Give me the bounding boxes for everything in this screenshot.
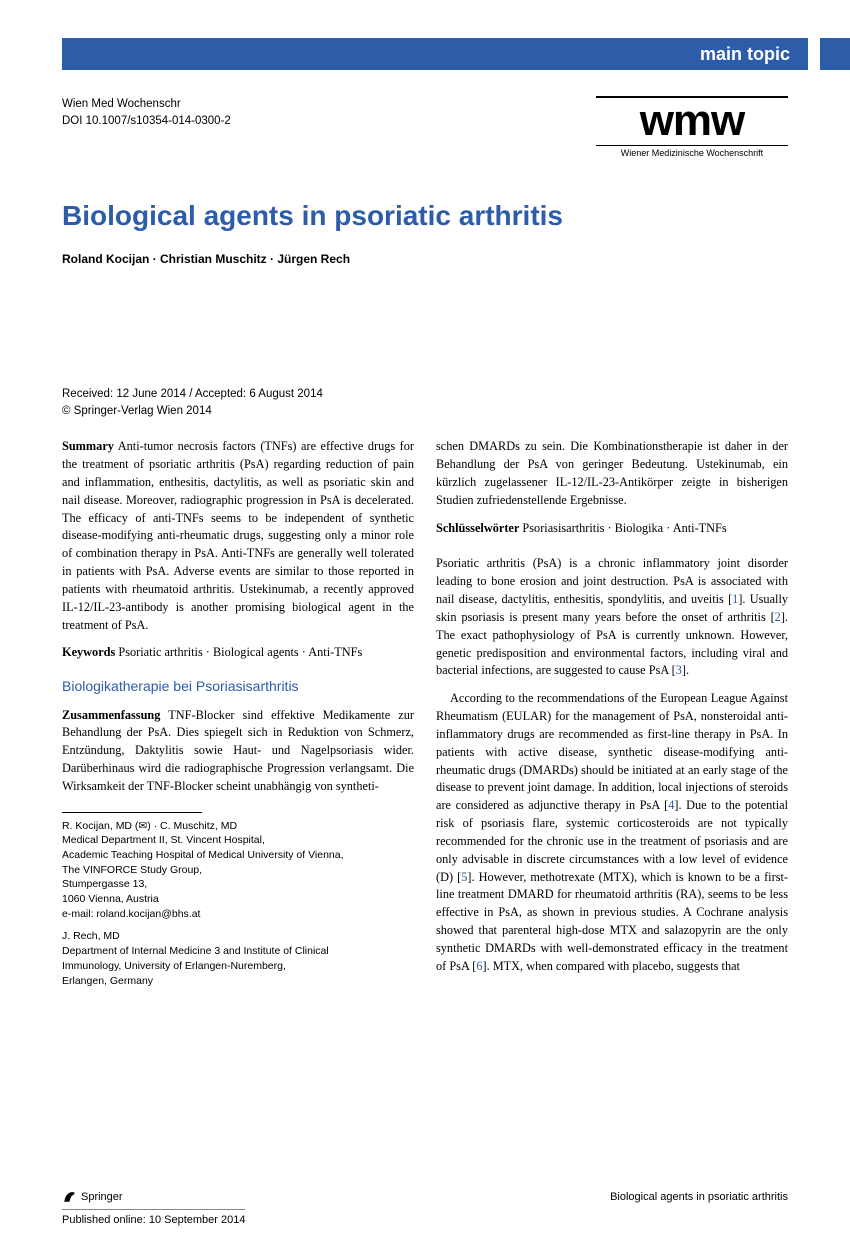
- affil-1-line-1: R. Kocijan, MD (✉) · C. Muschitz, MD: [62, 820, 237, 832]
- affil-1-line-6: 1060 Vienna, Austria: [62, 893, 159, 905]
- left-column: Summary Anti-tumor necrosis factors (TNF…: [62, 438, 414, 996]
- summary-body: Anti-tumor necrosis factors (TNFs) are e…: [62, 439, 414, 631]
- received-accepted: Received: 12 June 2014 / Accepted: 6 Aug…: [62, 386, 788, 403]
- header-banner: main topic: [0, 38, 850, 70]
- keywords-paragraph: Keywords Psoriatic arthritis · Biologica…: [62, 644, 414, 662]
- keywords-body: Psoriatic arthritis · Biological agents …: [115, 645, 362, 659]
- banner-label: main topic: [62, 38, 808, 70]
- affil-1-line-2: Medical Department II, St. Vincent Hospi…: [62, 834, 265, 846]
- summary-paragraph: Summary Anti-tumor necrosis factors (TNF…: [62, 438, 414, 634]
- publisher-name: Springer: [81, 1191, 123, 1203]
- affiliations: R. Kocijan, MD (✉) · C. Muschitz, MD Med…: [62, 819, 414, 989]
- affil-2-line-2: Department of Internal Medicine 3 and In…: [62, 945, 329, 957]
- schluesselwoerter-body: Psoriasisarthritis · Biologika · Anti-TN…: [519, 521, 726, 535]
- affil-1-line-3: Academic Teaching Hospital of Medical Un…: [62, 849, 344, 861]
- intro-paragraph-1: Psoriatic arthritis (PsA) is a chronic i…: [436, 555, 788, 680]
- doi: DOI 10.1007/s10354-014-0300-2: [62, 113, 231, 130]
- journal-name: Wien Med Wochenschr: [62, 96, 231, 113]
- article-title: Biological agents in psoriatic arthritis: [0, 158, 850, 232]
- affil-1-line-4: The VINFORCE Study Group,: [62, 864, 202, 876]
- journal-logo: wmw Wiener Medizinische Wochenschrift: [596, 96, 788, 158]
- affil-1-email: e-mail: roland.kocijan@bhs.at: [62, 908, 200, 920]
- banner-accent: [820, 38, 850, 70]
- logo-full: Wiener Medizinische Wochenschrift: [596, 148, 788, 158]
- right-column: schen DMARDs zu sein. Die Kombinationsth…: [436, 438, 788, 996]
- schluesselwoerter-paragraph: Schlüsselwörter Psoriasisarthritis · Bio…: [436, 520, 788, 538]
- published-online: Published online: 10 September 2014: [62, 1209, 245, 1226]
- summary-label: Summary: [62, 439, 114, 453]
- schluesselwoerter-label: Schlüsselwörter: [436, 521, 519, 535]
- zusammenfassung-label: Zusammenfassung: [62, 708, 160, 722]
- intro-paragraph-2: According to the recommendations of the …: [436, 690, 788, 975]
- logo-abbrev: wmw: [596, 100, 788, 142]
- affil-2-line-4: Erlangen, Germany: [62, 975, 153, 987]
- affil-2-line-3: Immunology, University of Erlangen-Nurem…: [62, 960, 286, 972]
- journal-meta: Wien Med Wochenschr DOI 10.1007/s10354-0…: [62, 96, 231, 131]
- publication-dates: Received: 12 June 2014 / Accepted: 6 Aug…: [0, 266, 850, 421]
- keywords-label: Keywords: [62, 645, 115, 659]
- zusammenfassung-paragraph: Zusammenfassung TNF-Blocker sind effekti…: [62, 707, 414, 796]
- copyright: © Springer-Verlag Wien 2014: [62, 403, 788, 420]
- running-title: Biological agents in psoriatic arthritis: [610, 1191, 788, 1203]
- affil-2-line-1: J. Rech, MD: [62, 930, 120, 942]
- author-list: Roland Kocijan · Christian Muschitz · Jü…: [0, 232, 850, 266]
- affiliation-separator: [62, 812, 202, 813]
- affil-1-line-5: Stumpergasse 13,: [62, 878, 147, 890]
- german-subheading: Biologikatherapie bei Psoriasisarthritis: [62, 676, 414, 696]
- german-continuation: schen DMARDs zu sein. Die Kombinationsth…: [436, 438, 788, 509]
